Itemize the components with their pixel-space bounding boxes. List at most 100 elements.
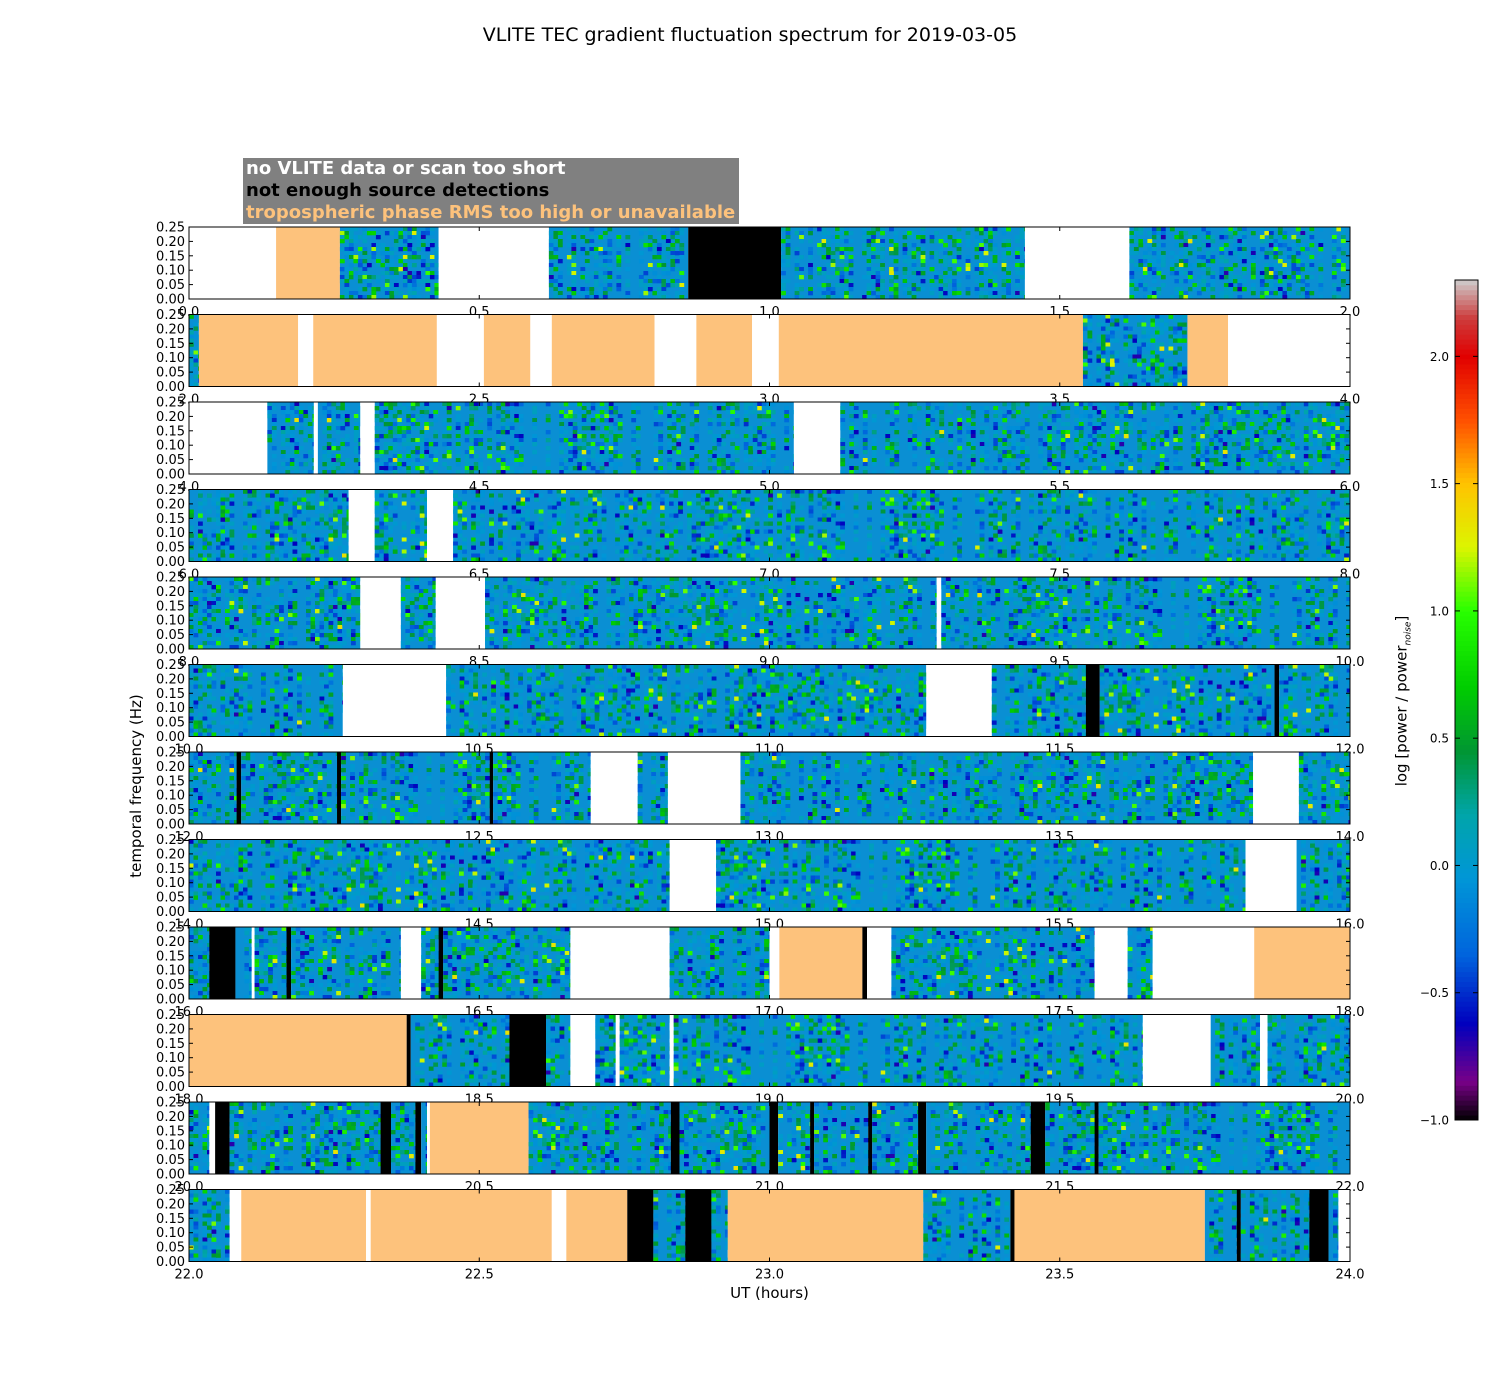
spectrum-cell [402, 247, 408, 252]
spectrum-cell [1083, 414, 1089, 419]
spectrum-cell [1331, 239, 1337, 244]
spectrum-cell [1105, 366, 1111, 371]
spectrum-cell [525, 505, 530, 510]
spectrum-cell [473, 406, 479, 411]
spectrum-cell [496, 414, 502, 419]
spectrum-cell [948, 450, 954, 455]
spectrum-cell [839, 267, 845, 272]
spectrum-cell [198, 374, 200, 379]
spectrum-cell [1263, 450, 1269, 455]
spectrum-cell [1276, 466, 1282, 471]
spectrum-cell [322, 470, 328, 475]
spectrum-cell [379, 553, 385, 558]
spectrum-cell [283, 509, 289, 514]
spectrum-cell [294, 470, 300, 475]
spectrum-cell [694, 446, 700, 451]
spectrum-cell [590, 454, 596, 459]
spectrum-cell [193, 334, 199, 339]
segment-nodata [298, 314, 314, 387]
spectrum-cell [198, 501, 203, 506]
spectrum-cell [988, 247, 993, 252]
spectrum-cell [1228, 227, 1234, 232]
spectrum-cell [848, 255, 854, 260]
spectrum-cell [592, 549, 598, 554]
spectrum-cell [1254, 414, 1260, 419]
spectrum-cell [357, 259, 363, 264]
spectrum-cell [652, 243, 658, 248]
spectrum-cell [593, 271, 599, 276]
spectrum-cell [1223, 259, 1229, 264]
spectrum-cell [619, 513, 625, 518]
spectrum-cell [331, 442, 337, 447]
spectrum-cell [617, 470, 623, 475]
spectrum-cell [1154, 334, 1160, 339]
spectrum-cell [1136, 338, 1142, 343]
spectrum-cell [1309, 235, 1315, 240]
spectrum-cell [428, 442, 434, 447]
spectrum-cell [243, 553, 248, 558]
spectrum-cell [1264, 287, 1270, 292]
spectrum-cell [279, 489, 284, 494]
spectrum-cell [202, 501, 208, 506]
spectrum-cell [1129, 239, 1135, 244]
spectrum-cell [1138, 283, 1144, 288]
spectrum-cell [875, 287, 881, 292]
spectrum-cell [379, 537, 385, 542]
spectrum-cell [225, 541, 230, 546]
spectrum-cell [894, 446, 900, 451]
spectrum-cell [514, 438, 520, 443]
spectrum-cell [574, 533, 580, 538]
spectrum-cell [653, 434, 659, 439]
spectrum-cell [929, 255, 935, 260]
spectrum-cell [1282, 255, 1288, 260]
spectrum-cell [425, 279, 431, 284]
spectrum-cell [689, 422, 695, 427]
spectrum-cell [716, 458, 722, 463]
spectrum-cell [383, 493, 389, 498]
spectrum-cell [583, 509, 589, 514]
spectrum-cell [189, 549, 194, 554]
spectrum-cell [721, 470, 727, 475]
spectrum-cell [1228, 251, 1234, 256]
spectrum-cell [1136, 358, 1142, 363]
spectrum-cell [193, 322, 199, 327]
spectrum-cell [333, 505, 338, 510]
spectrum-cell [1087, 434, 1093, 439]
spectrum-cell [839, 259, 845, 264]
spectrum-cell [1174, 287, 1180, 292]
spectrum-cell [984, 434, 990, 439]
spectrum-cell [1241, 227, 1247, 232]
spectrum-cell [1300, 263, 1306, 268]
spectrum-cell [581, 406, 587, 411]
spectrum-cell [748, 406, 754, 411]
spectrum-cell [599, 462, 605, 467]
spectrum-cell [1083, 402, 1089, 407]
spectrum-cell [310, 501, 316, 506]
spectrum-cell [1196, 291, 1202, 296]
spectrum-cell [1213, 462, 1219, 467]
spectrum-cell [464, 422, 470, 427]
spectrum-cell [571, 235, 577, 240]
spectrum-cell [1218, 450, 1224, 455]
spectrum-cell [1127, 358, 1133, 363]
spectrum-cell [1136, 362, 1142, 367]
spectrum-cell [328, 541, 334, 546]
spectrum-cell [498, 553, 503, 558]
spectrum-cell [1219, 235, 1225, 240]
spectrum-cell [285, 426, 291, 431]
spectrum-cell [687, 525, 692, 530]
spectrum-cell [628, 509, 634, 514]
spectrum-cell [613, 470, 619, 475]
spectrum-cell [319, 541, 325, 546]
spectrum-cell [679, 255, 685, 260]
spectrum-cell [294, 454, 300, 459]
spectrum-cell [1011, 402, 1017, 407]
spectrum-cell [1006, 462, 1012, 467]
spectrum-cell [433, 414, 439, 419]
spectrum-cell [1335, 470, 1341, 475]
spectrum-cell [487, 454, 493, 459]
spectrum-cell [1277, 251, 1283, 256]
spectrum-cell [1232, 275, 1238, 280]
spectrum-cell [455, 434, 461, 439]
spectrum-cell [247, 557, 253, 562]
